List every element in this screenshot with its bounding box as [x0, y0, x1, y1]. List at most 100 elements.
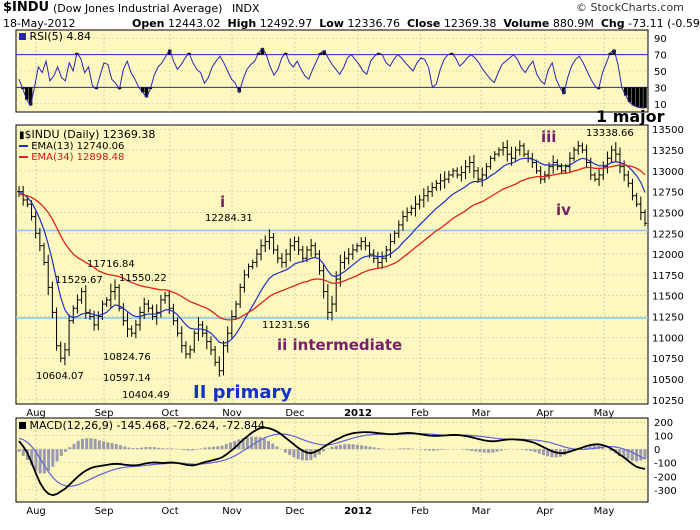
price-panel [15, 124, 649, 405]
ema13-swatch [19, 145, 28, 147]
macd-tick--100: -100 [654, 459, 677, 470]
price-bar [330, 295, 334, 321]
price-bar [238, 283, 243, 308]
price-label-11716: 11716.84 [87, 259, 135, 270]
price-bar [396, 220, 401, 238]
price-bar [455, 167, 460, 179]
price-bar [279, 252, 284, 268]
price-bar [501, 141, 506, 156]
x-tick-macd-2012: 2012 [344, 506, 372, 517]
price-tick-12250: 12250 [652, 229, 684, 240]
price-tick-13500: 13500 [652, 125, 684, 136]
x-tick-price-Oct: Oct [161, 408, 178, 419]
price-bar [434, 180, 439, 191]
price-bar [634, 192, 639, 208]
price-bar [50, 281, 55, 319]
price-bar [484, 163, 489, 179]
ema13-legend: EMA(13) 12740.06 [19, 141, 124, 152]
price-tick-10250: 10250 [652, 396, 684, 407]
price-bar [150, 304, 155, 321]
price-bar [488, 155, 493, 170]
close-value: 12369.38 [443, 17, 497, 30]
price-bar [288, 238, 293, 262]
price-bar [559, 163, 564, 175]
price-bar [425, 185, 430, 202]
price-bar [129, 325, 134, 337]
price-bar [163, 291, 168, 304]
high-value: 12492.97 [259, 17, 313, 30]
price-label-13338: 13338.66 [586, 128, 634, 139]
wave-ii-label: ii intermediate [277, 336, 403, 354]
price-bar [271, 233, 276, 255]
price-bar [342, 251, 347, 270]
price-bar [584, 144, 589, 168]
price-tick-12000: 12000 [652, 250, 684, 261]
price-bar [300, 245, 305, 263]
price-bar [37, 227, 42, 252]
x-tick-macd-Mar: Mar [472, 506, 492, 517]
price-tick-10500: 10500 [652, 375, 684, 386]
macd-tick-100: 100 [654, 432, 673, 443]
price-bar [521, 143, 526, 157]
price-bar [409, 205, 414, 216]
price-bar [25, 196, 30, 208]
wave-1-major-label: 1 major [596, 107, 665, 126]
price-bar [275, 244, 280, 264]
price-bar [67, 314, 72, 357]
price-tick-13000: 13000 [652, 167, 684, 178]
price-bar [442, 171, 447, 189]
price-bar [179, 326, 184, 353]
price-bar [46, 254, 51, 296]
price-bar [263, 235, 268, 253]
price-bar [254, 249, 259, 268]
price-bar [350, 244, 355, 260]
price-bar [375, 251, 380, 269]
price-bar [643, 209, 647, 227]
price-tick-11250: 11250 [652, 313, 684, 324]
ema13-line [18, 157, 646, 344]
price-bar [380, 251, 385, 270]
price-bar [592, 172, 597, 182]
price-bar [438, 173, 443, 191]
price-bar [234, 300, 239, 320]
price-bar [505, 140, 510, 162]
price-bar [492, 151, 497, 162]
price-bar [471, 154, 476, 179]
price-bar [359, 237, 364, 251]
price-label-11529: 11529.67 [55, 275, 103, 286]
x-tick-price-Nov: Nov [222, 408, 242, 419]
price-bar [609, 145, 614, 163]
price-bar [496, 147, 501, 157]
macd-tick--300: -300 [654, 486, 677, 497]
header-date: 18-May-2012 [3, 17, 76, 30]
x-tick-price-Mar: Mar [472, 408, 492, 419]
price-bar [480, 167, 485, 187]
x-tick-price-Aug: Aug [26, 408, 46, 419]
price-bar [325, 284, 330, 320]
price-bar [79, 287, 84, 304]
low-label: Low [319, 17, 344, 30]
price-bar [421, 188, 426, 208]
macd-signal-line [18, 433, 646, 488]
price-bar [259, 239, 264, 261]
price-bar [517, 140, 522, 156]
price-bar [476, 166, 481, 183]
price-bar [400, 210, 405, 231]
price-bar [217, 356, 222, 377]
rsi-tick-70: 70 [654, 51, 667, 62]
price-bar [605, 151, 610, 174]
price-bar [513, 146, 518, 162]
macd-legend-swatch [19, 422, 26, 429]
macd-tick-200: 200 [654, 418, 673, 429]
x-tick-price-Feb: Feb [411, 408, 429, 419]
price-bar [33, 211, 38, 239]
price-label-12284: 12284.31 [205, 213, 253, 224]
price-bar [75, 294, 80, 314]
price-bar [146, 299, 151, 313]
price-bar [125, 312, 130, 338]
price-bar [346, 247, 351, 265]
price-bar [597, 168, 602, 187]
chg-label: Chg [600, 17, 625, 30]
price-bar [576, 140, 581, 155]
